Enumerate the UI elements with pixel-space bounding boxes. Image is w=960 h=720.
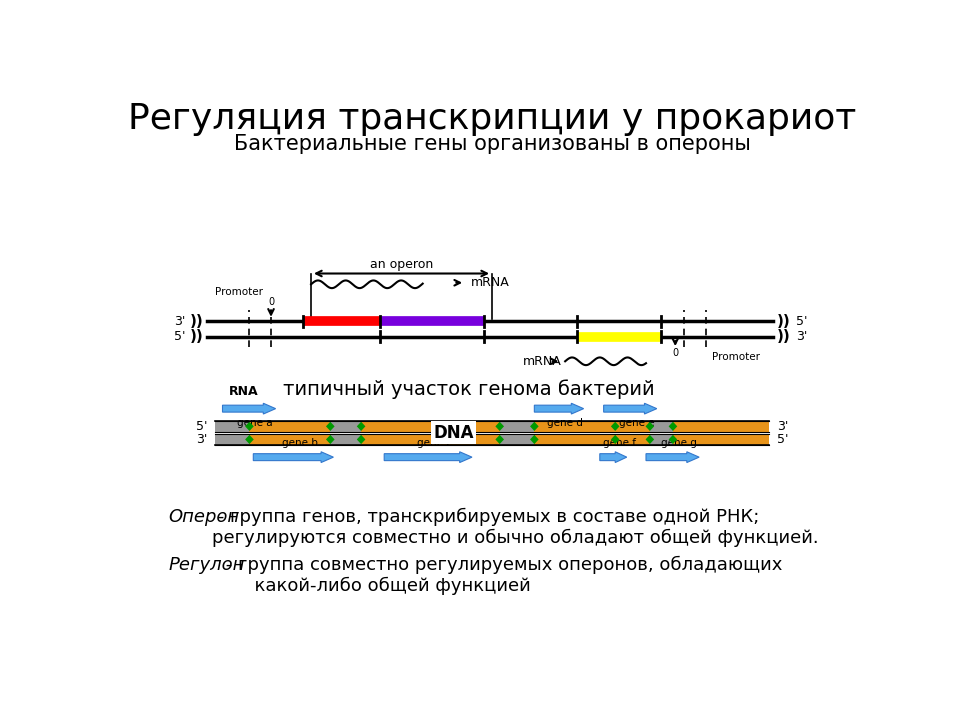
Polygon shape [326, 435, 335, 444]
Polygon shape [357, 422, 366, 431]
Text: gene f: gene f [603, 438, 636, 449]
Text: Promoter: Promoter [712, 352, 760, 362]
Text: Оперон: Оперон [169, 508, 240, 526]
Text: Promoter: Promoter [215, 287, 263, 297]
Text: 3': 3' [777, 420, 788, 433]
Bar [215, 434, 250, 445]
Polygon shape [326, 422, 335, 431]
Text: gene c: gene c [417, 438, 452, 449]
Bar [500, 434, 535, 445]
Text: Регуляция транскрипции у прокариот: Регуляция транскрипции у прокариот [128, 102, 856, 136]
FancyArrow shape [384, 451, 472, 462]
Text: )): )) [777, 329, 791, 344]
Polygon shape [495, 435, 504, 444]
Bar [215, 434, 769, 445]
Text: gene a: gene a [237, 418, 273, 428]
Polygon shape [611, 435, 619, 444]
Text: gene d: gene d [547, 418, 583, 428]
Bar [330, 434, 361, 445]
Polygon shape [611, 422, 619, 431]
Bar [215, 421, 250, 432]
FancyArrow shape [600, 451, 627, 462]
Text: 0: 0 [268, 297, 274, 307]
Text: an operon: an operon [370, 258, 433, 271]
Bar [330, 421, 361, 432]
Polygon shape [495, 422, 504, 431]
Text: gene b: gene b [281, 438, 318, 449]
Text: )): )) [777, 314, 791, 329]
Text: - группа генов, транскрибируемых в составе одной РНК;
регулируются совместно и о: - группа генов, транскрибируемых в соста… [212, 508, 819, 547]
Text: Регулон: Регулон [169, 556, 245, 574]
Bar [500, 421, 535, 432]
Polygon shape [645, 435, 654, 444]
Text: RNA: RNA [229, 385, 259, 398]
Text: 3': 3' [174, 315, 185, 328]
Text: 3': 3' [796, 330, 807, 343]
FancyArrow shape [253, 451, 333, 462]
FancyArrow shape [535, 403, 584, 414]
Polygon shape [530, 422, 539, 431]
Text: 3': 3' [196, 433, 207, 446]
Polygon shape [245, 435, 253, 444]
FancyArrow shape [223, 403, 276, 414]
Polygon shape [357, 435, 366, 444]
Text: 5': 5' [174, 330, 185, 343]
Bar [215, 421, 769, 432]
Text: )): )) [189, 314, 204, 329]
Text: - группа совместно регулируемых оперонов, обладающих
      какой-либо общей функ: - группа совместно регулируемых оперонов… [220, 556, 782, 595]
Text: 0: 0 [672, 348, 679, 358]
Text: )): )) [189, 329, 204, 344]
Polygon shape [668, 435, 677, 444]
Bar [650, 421, 673, 432]
Text: 5': 5' [196, 420, 207, 433]
Polygon shape [530, 435, 539, 444]
Bar [650, 434, 673, 445]
Text: 5': 5' [777, 433, 788, 446]
Polygon shape [668, 422, 677, 431]
FancyArrow shape [646, 451, 699, 462]
Text: gene e: gene e [618, 418, 654, 428]
Text: 5': 5' [796, 315, 807, 328]
Text: mRNA: mRNA [523, 355, 562, 368]
Text: типичный участок генома бактерий: типичный участок генома бактерий [283, 379, 655, 399]
Polygon shape [645, 422, 654, 431]
FancyArrow shape [604, 403, 657, 414]
Text: DNA: DNA [433, 424, 473, 442]
Text: gene g: gene g [660, 438, 697, 449]
Text: mRNA: mRNA [470, 276, 509, 289]
Text: Бактериальные гены организованы в опероны: Бактериальные гены организованы в оперон… [233, 134, 751, 154]
Polygon shape [245, 422, 253, 431]
